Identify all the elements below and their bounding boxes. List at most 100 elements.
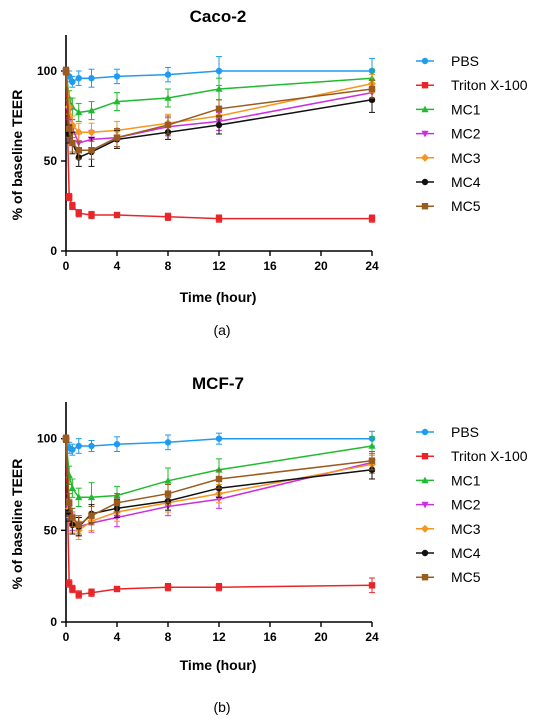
y-tick-label: 100 (37, 432, 57, 446)
legend-marker (421, 501, 429, 509)
panel-caption: (a) (213, 322, 230, 338)
x-tick-label: 20 (314, 630, 328, 644)
legend-label: MC4 (451, 545, 481, 561)
legend-label: MC4 (451, 174, 481, 190)
legend-label: Triton X-100 (451, 448, 528, 464)
x-tick-label: 4 (114, 259, 121, 273)
data-point (164, 439, 172, 446)
data-point (368, 85, 376, 93)
data-point (87, 106, 96, 114)
y-tick-label: 0 (50, 615, 57, 629)
chart-title: Caco-2 (190, 7, 247, 26)
y-axis-label: % of baseline TEER (9, 459, 25, 590)
data-point (88, 442, 95, 450)
series-mc5 (62, 434, 376, 535)
data-point (113, 440, 121, 448)
legend-label: Triton X-100 (451, 77, 528, 93)
data-point (75, 210, 82, 217)
data-point (113, 211, 121, 219)
data-point (164, 71, 172, 78)
legend-item-mc3: MC3 (416, 150, 481, 166)
data-point (113, 73, 121, 80)
data-point (368, 442, 376, 449)
x-tick-label: 12 (212, 259, 226, 273)
data-point (69, 446, 76, 453)
data-point (215, 215, 223, 222)
data-point (88, 75, 95, 82)
data-point (164, 490, 172, 497)
data-point (164, 477, 172, 484)
legend-label: MC2 (451, 497, 481, 513)
legend-marker (421, 476, 429, 484)
data-point (65, 125, 73, 132)
data-point (68, 484, 76, 491)
data-point (75, 147, 82, 154)
data-point (113, 134, 121, 141)
legend-item-mc2: MC2 (416, 126, 481, 142)
data-point (88, 147, 95, 154)
legend-marker (421, 203, 429, 210)
legend-item-mc5: MC5 (416, 198, 481, 214)
legend-marker (421, 178, 429, 186)
data-point (215, 67, 223, 75)
data-point (368, 582, 376, 589)
legend-marker (421, 524, 429, 533)
x-axis-label: Time (hour) (180, 289, 257, 305)
legend-item-pbs: PBS (416, 424, 479, 440)
chart-caco-2: Caco-2 % of baseline TEER Time (hour) (a… (9, 7, 528, 338)
series-pbs (62, 430, 376, 456)
series-mc5 (62, 66, 376, 160)
data-point (62, 435, 70, 442)
data-point (215, 85, 223, 92)
data-point (113, 499, 121, 507)
data-point (215, 105, 223, 112)
legend-item-mc5: MC5 (416, 569, 481, 585)
legend-marker (421, 153, 429, 162)
data-point (74, 128, 83, 137)
panel-caption: (b) (213, 699, 230, 715)
y-tick-label: 50 (44, 154, 58, 168)
legend-item-mc1: MC1 (416, 101, 481, 117)
legend-label: MC3 (451, 150, 481, 166)
legend-item-mc1: MC1 (416, 472, 481, 488)
series-triton-x-100 (62, 434, 376, 599)
data-point (215, 121, 223, 129)
data-point (88, 211, 95, 219)
legend-item-triton-x-100: Triton X-100 (416, 77, 528, 93)
y-tick-label: 100 (37, 64, 57, 78)
data-point (65, 499, 73, 507)
data-point (69, 585, 76, 593)
data-point (69, 139, 76, 147)
data-point (88, 589, 95, 596)
data-point (69, 202, 76, 210)
legend-item-mc4: MC4 (416, 545, 481, 561)
legend-label: PBS (451, 424, 479, 440)
data-point (164, 94, 172, 101)
data-point (69, 78, 76, 86)
data-point (164, 213, 172, 220)
legend-item-pbs: PBS (416, 53, 479, 69)
x-tick-label: 16 (263, 259, 277, 273)
data-point (215, 466, 223, 473)
legend-item-mc4: MC4 (416, 174, 481, 190)
legend-marker (421, 57, 429, 65)
data-point (215, 435, 223, 442)
x-axis-label: Time (hour) (180, 657, 257, 673)
x-tick-label: 0 (63, 630, 70, 644)
legend-marker (421, 105, 429, 113)
data-point (368, 215, 376, 222)
legend-label: MC1 (451, 101, 481, 117)
chart-title: MCF-7 (192, 374, 244, 393)
legend-marker (421, 549, 429, 557)
x-tick-label: 12 (212, 630, 226, 644)
data-point (75, 75, 82, 82)
data-point (75, 493, 83, 501)
legend-label: MC1 (451, 472, 481, 488)
data-point (87, 493, 96, 501)
x-tick-label: 0 (63, 259, 70, 273)
x-tick-label: 24 (365, 259, 379, 273)
legend-label: MC3 (451, 521, 481, 537)
data-point (65, 193, 73, 201)
x-tick-label: 24 (365, 630, 379, 644)
data-point (113, 97, 121, 105)
